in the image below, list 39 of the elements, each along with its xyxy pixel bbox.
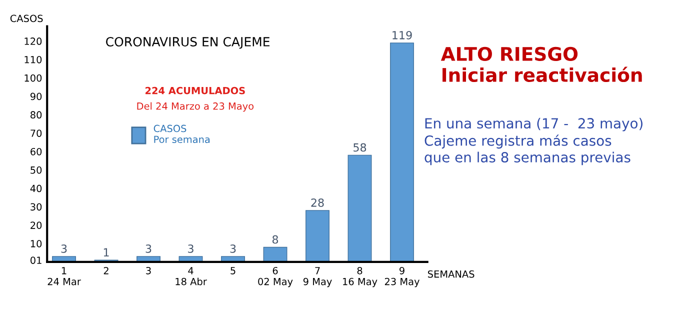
x-tick-label: 4 18 Abr	[176, 267, 207, 286]
data-label: 3	[188, 244, 194, 253]
y-tick-label: 01	[30, 256, 42, 264]
y-tick-label: 70	[30, 130, 42, 137]
y-tick-label: 100	[24, 74, 42, 82]
x-tick-label: 3	[146, 266, 151, 274]
text: CORONAVIRUS EN CAJEME	[106, 37, 270, 49]
y-tick-label: 50	[30, 166, 42, 174]
data-label: 3	[230, 244, 236, 253]
data-label: 1	[104, 248, 109, 256]
y-tick-label: 40	[30, 184, 42, 192]
y-tick-label: 80	[30, 111, 42, 119]
x-tick-label: 7 9 May	[303, 267, 332, 288]
x-tick-label: 8 16 May	[343, 266, 378, 288]
x-tick-label: 2	[104, 266, 108, 274]
x-tick-label: 5	[230, 267, 236, 274]
annotation: 224 ACUMULADOS	[146, 86, 245, 94]
x-tick-label: 1 24 Mar	[48, 267, 81, 286]
text: ALTO RIESGO Iniciar reactivación	[440, 46, 642, 82]
data-label: 3	[146, 244, 152, 253]
y-tick-label: 10	[30, 240, 42, 248]
y-axis-title: CASOS	[10, 14, 43, 22]
annotation: En una semana (17 - 23 mayo) Cajeme registra más casos que en las 8 semanas previas	[424, 118, 642, 166]
y-tick-label: 20	[30, 222, 42, 229]
y-tick-label: 60	[30, 148, 42, 156]
y-tick-label: 110	[24, 56, 42, 64]
data-label: 3	[61, 244, 67, 253]
x-tick-label: 6 02 May	[258, 266, 293, 288]
x-axis-title: SEMANAS	[428, 270, 474, 278]
data-label: 58	[354, 143, 366, 152]
y-tick-label: 30	[30, 203, 42, 211]
legend-label: CASOS Por semana	[154, 124, 210, 144]
data-label: 28	[311, 198, 324, 207]
data-label: 8	[272, 235, 278, 244]
x-tick-label: 9 23 May	[384, 266, 420, 288]
y-tick-label: 120	[24, 38, 42, 45]
y-tick-label: 90	[30, 92, 42, 100]
data-label: 119	[392, 30, 412, 40]
annotation: Del 24 Marzo a 23 Mayo	[137, 102, 254, 112]
